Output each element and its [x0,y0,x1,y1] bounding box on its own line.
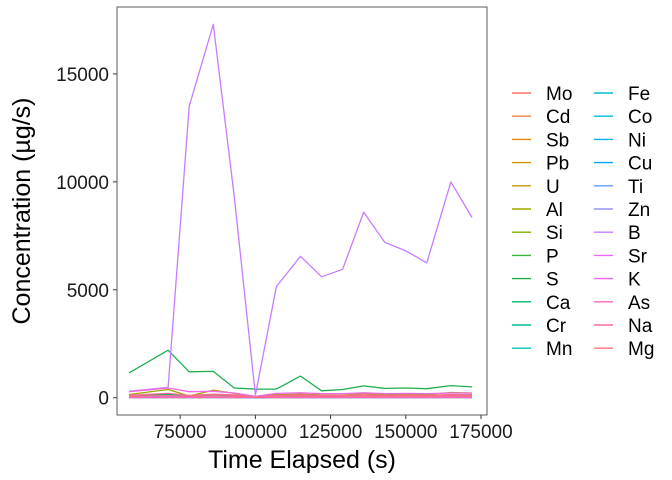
legend-item-u: U [512,177,560,198]
plot-panel [116,6,488,416]
legend-label: Si [546,223,563,244]
legend-item-ca: Ca [512,293,571,314]
series-line-mg [128,394,473,398]
legend-item-cd: Cd [512,107,570,128]
legend-item-si: Si [512,223,563,244]
legend-label: Mg [628,339,654,360]
x-tick-label: 125000 [299,422,362,443]
y-tick-label: 0 [98,389,109,410]
legend-label: Cu [628,154,652,175]
legend-label: Al [546,200,563,221]
legend-item-as: As [594,293,650,314]
legend-item-al: Al [512,200,563,221]
legend-label: Ti [628,177,643,198]
legend-label: Cr [546,316,567,337]
legend-item-pb: Pb [512,154,569,175]
legend-item-ti: Ti [594,177,643,198]
series-line-b [128,23,473,396]
x-tick-label: 150000 [374,422,437,443]
legend-item-k: K [594,270,641,291]
legend-item-mn: Mn [512,339,572,360]
legend-item-ni: Ni [594,130,646,151]
legend-item-s: S [512,270,559,291]
series-layer [128,23,473,399]
y-axis-title: Concentration (µg/s) [8,97,36,324]
x-axis: 75000 100000 125000 150000 175000 [154,415,513,443]
legend-item-sb: Sb [512,130,569,151]
legend-item-b: B [594,223,641,244]
x-tick-label: 175000 [449,422,512,443]
legend-item-p: P [512,246,559,267]
legend-label: As [628,293,650,314]
legend-item-mg: Mg [594,339,654,360]
legend-label: Pb [546,154,569,175]
legend-label: Zn [628,200,650,221]
legend-label: P [546,246,559,267]
legend-label: S [546,270,559,291]
legend-item-sr: Sr [594,246,648,267]
legend-item-na: Na [594,316,653,337]
legend-label: K [628,270,641,291]
legend-label: Sb [546,130,569,151]
x-axis-title: Time Elapsed (s) [208,446,396,474]
series-line-k [128,387,473,398]
y-tick-label: 15000 [56,65,109,86]
legend-item-mo: Mo [512,84,572,105]
legend-label: Mn [546,339,572,360]
legend-label: Co [628,107,652,128]
legend-label: Mo [546,84,572,105]
legend-label: Fe [628,84,650,105]
legend-label: Ca [546,293,571,314]
y-tick-label: 5000 [67,281,109,302]
legend-label: Cd [546,107,570,128]
x-tick-label: 100000 [224,422,287,443]
y-axis: 0 5000 10000 15000 [56,65,117,410]
series-line-na [128,392,473,398]
y-tick-label: 10000 [56,173,109,194]
legend-item-co: Co [594,107,652,128]
legend-label: Ni [628,130,646,151]
legend-label: U [546,177,560,198]
legend-label: Na [628,316,653,337]
legend-item-cr: Cr [512,316,567,337]
legend-label: Sr [628,246,648,267]
legend-item-zn: Zn [594,200,650,221]
legend-item-cu: Cu [594,154,652,175]
series-line-s [128,349,473,392]
legend-item-fe: Fe [594,84,650,105]
x-tick-label: 75000 [154,422,207,443]
legend-label: B [628,223,641,244]
